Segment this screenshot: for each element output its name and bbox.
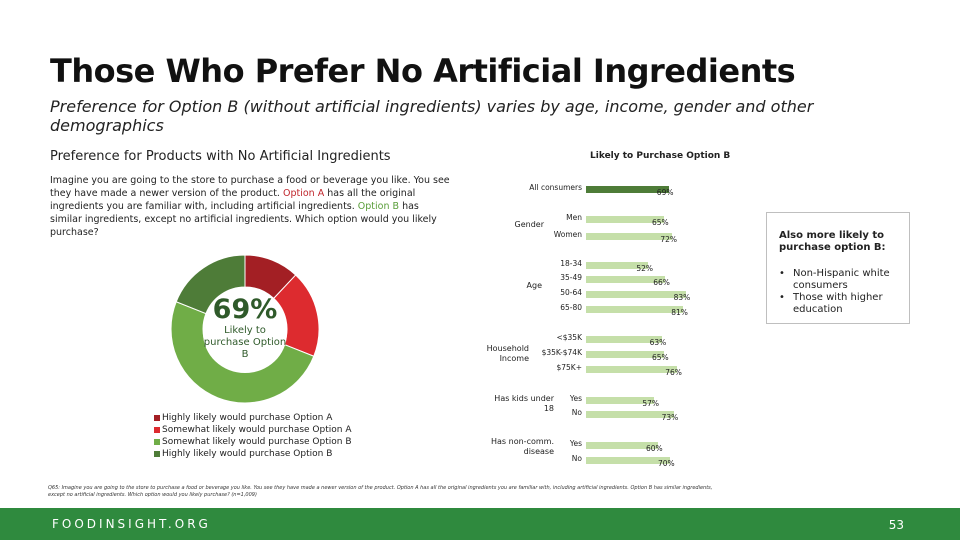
legend-label: Somewhat likely would purchase Option B [162, 437, 352, 447]
legend-swatch [154, 427, 160, 433]
bar-mark [586, 397, 655, 404]
bar-row-label: Women [553, 230, 582, 239]
legend-item: Highly likely would purchase Option A [154, 412, 352, 424]
bar-row-label: Yes [569, 394, 582, 403]
bar-value-label: 81% [671, 308, 688, 317]
footer-logo: FOODINSIGHT.ORG [52, 517, 211, 531]
bar-value-label: 72% [660, 235, 678, 244]
bar-mark [586, 336, 662, 343]
bar-row-label: 18-34 [560, 259, 582, 268]
callout-list: Non-Hispanic white consumers Those with … [779, 268, 899, 316]
donut-center: 69% Likely to purchase Option B [203, 293, 287, 373]
page-number: 53 [888, 518, 904, 532]
bar-value-label: 52% [636, 264, 654, 273]
donut-slice-4 [175, 254, 246, 315]
legend-item: Somewhat likely would purchase Option B [154, 436, 352, 448]
bar-mark [586, 291, 686, 298]
legend-swatch [154, 451, 160, 457]
callout-item: Non-Hispanic white consumers [779, 268, 899, 292]
survey-question-text: has all the original ingredients you are… [50, 188, 416, 212]
bar-chart-header: Likely to Purchase Option B [590, 151, 731, 161]
bar-group-label: Gender [514, 220, 544, 229]
survey-question: Imagine you are going to the store to pu… [50, 174, 450, 239]
survey-question-text: has similar ingredients, except no artif… [50, 201, 437, 238]
bar-row-label: No [571, 454, 582, 463]
bar-row-label: Men [566, 213, 582, 222]
bar-value-label: 65% [652, 218, 669, 227]
bar-mark [586, 216, 664, 223]
callout-box: Also more likely to purchase option B: N… [766, 212, 910, 324]
bar-value-label: 83% [673, 293, 691, 302]
legend-item: Somewhat likely would purchase Option A [154, 424, 352, 436]
bar-value-label: 73% [661, 413, 679, 422]
bar-mark [586, 457, 670, 464]
donut-chart [170, 254, 320, 404]
callout-item: Those with higher education [779, 292, 899, 316]
bar-value-label: 76% [665, 368, 682, 377]
bar-mark [586, 351, 664, 358]
callout-title: Also more likely to purchase option B: [779, 230, 886, 253]
bar-row-label: $35K-$74K [541, 348, 582, 357]
bar-mark [586, 442, 658, 449]
slide-subtitle: Preference for Option B (without artific… [50, 97, 814, 135]
bar-group-label: Household Income [486, 344, 529, 363]
bar-row-label: $75K+ [556, 363, 582, 372]
bar-group-label: Has kids under 18 [494, 394, 554, 413]
legend-label: Highly likely would purchase Option A [162, 413, 333, 423]
bar-row-label: No [571, 408, 582, 417]
bar-value-label: 66% [653, 278, 670, 287]
bar-value-label: 70% [658, 459, 675, 468]
source-note: Q65: Imagine you are going to the store … [48, 485, 713, 498]
bar-value-label: 60% [646, 444, 663, 453]
bar-row-label: 65-80 [560, 303, 582, 312]
legend-label: Highly likely would purchase Option B [162, 449, 333, 459]
legend-label: Somewhat likely would purchase Option A [162, 425, 352, 435]
bar-mark [586, 233, 673, 240]
donut-center-value: 69% [212, 294, 278, 325]
donut-legend: Highly likely would purchase Option A Som… [154, 412, 352, 460]
bar-row-label: 50-64 [560, 288, 582, 297]
option-b-highlight: Option B [357, 201, 400, 212]
bar-mark [586, 262, 649, 269]
bar-row-label: <$35K [556, 333, 582, 342]
donut-center-label: Likely to purchase Option B [203, 325, 287, 360]
footer-bar: FOODINSIGHT.ORG 53 [0, 508, 960, 540]
bar-value-label: 63% [649, 338, 667, 347]
bar-mark [586, 276, 666, 283]
donut-section-title: Preference for Products with No Artifici… [50, 149, 391, 164]
survey-question-text: Imagine you are going to the store to pu… [50, 175, 450, 199]
bar-mark [586, 186, 669, 193]
bar-mark [586, 306, 684, 313]
bar-row-label: Yes [569, 439, 582, 448]
legend-swatch [154, 439, 160, 445]
bar-value-label: 65% [652, 353, 669, 362]
bar-group-label: Has non-comm. disease [491, 437, 554, 456]
bar-row-label: All consumers [529, 183, 582, 192]
legend-item: Highly likely would purchase Option B [154, 448, 352, 460]
bar-mark [586, 411, 674, 418]
legend-swatch [154, 415, 160, 421]
bar-value-label: 57% [642, 399, 660, 408]
bar-row-label: 35-49 [560, 273, 582, 282]
bar-mark [586, 366, 678, 373]
bar-group-label: Age [526, 281, 542, 290]
option-a-highlight: Option A [282, 188, 325, 199]
slide-title: Those Who Prefer No Artificial Ingredien… [50, 52, 796, 90]
bar-value-label: 69% [656, 188, 674, 197]
